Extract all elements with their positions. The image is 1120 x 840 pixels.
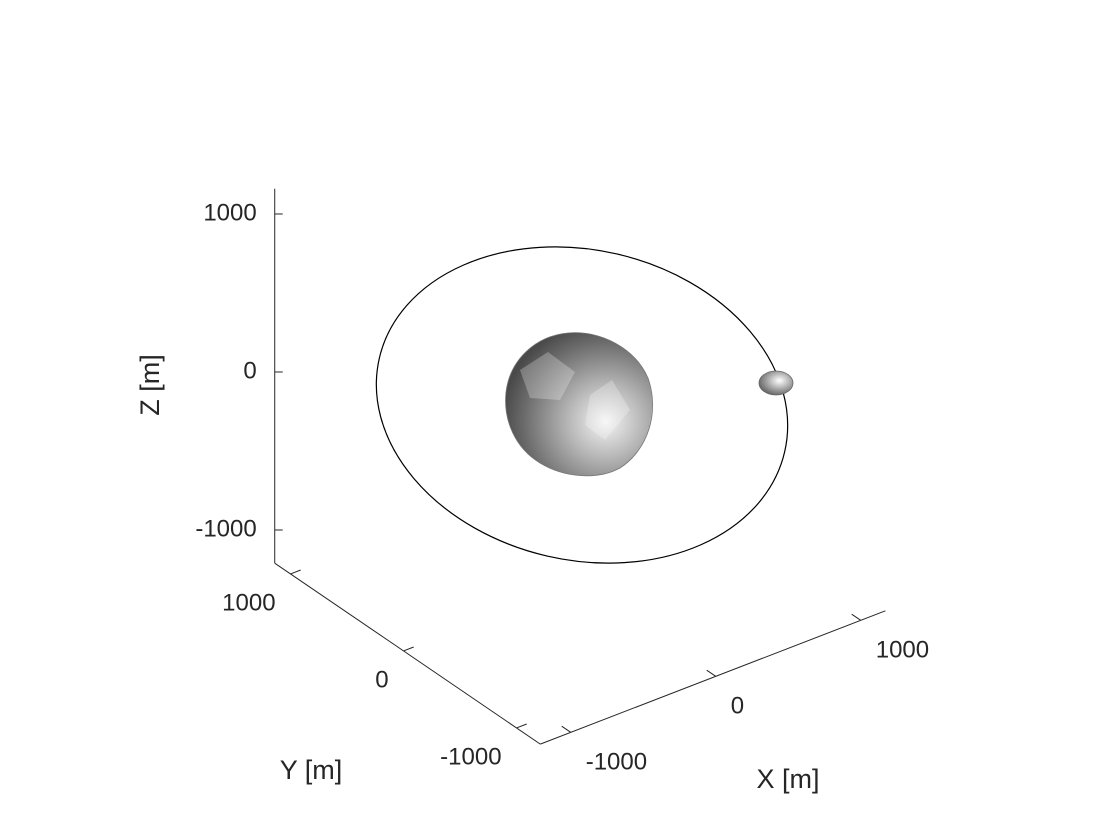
y-axis (274, 562, 541, 745)
z-tick-label: 0 (243, 357, 256, 384)
y-tick-label: 1000 (222, 589, 275, 616)
moonlet (758, 370, 794, 396)
y-tick-label: 0 (375, 666, 388, 693)
x-axis-title: X [m] (756, 764, 819, 794)
y-tick (403, 646, 414, 652)
y-axis-title: Y [m] (280, 755, 343, 785)
x-tick-label: 0 (731, 693, 744, 720)
x-tick (851, 613, 862, 621)
y-tick (290, 569, 301, 575)
asteroid (505, 332, 654, 477)
x-tick (706, 669, 717, 677)
orbit (375, 246, 789, 564)
z-tick-label: 1000 (203, 199, 256, 226)
x-tick-label: -1000 (586, 749, 647, 776)
y-tick (516, 723, 527, 729)
y-tick-label: -1000 (440, 743, 501, 770)
z-axis-title: Z [m] (135, 354, 165, 416)
x-tick (561, 725, 572, 733)
x-axis (540, 610, 886, 745)
axes: -1000 0 1000 -1000 0 1000 -1000 0 1000 X [m] Y [m]… (135, 188, 929, 794)
z-tick-label: -1000 (195, 515, 256, 542)
asteroid-facets (520, 352, 630, 440)
x-tick-label: 1000 (876, 637, 929, 664)
